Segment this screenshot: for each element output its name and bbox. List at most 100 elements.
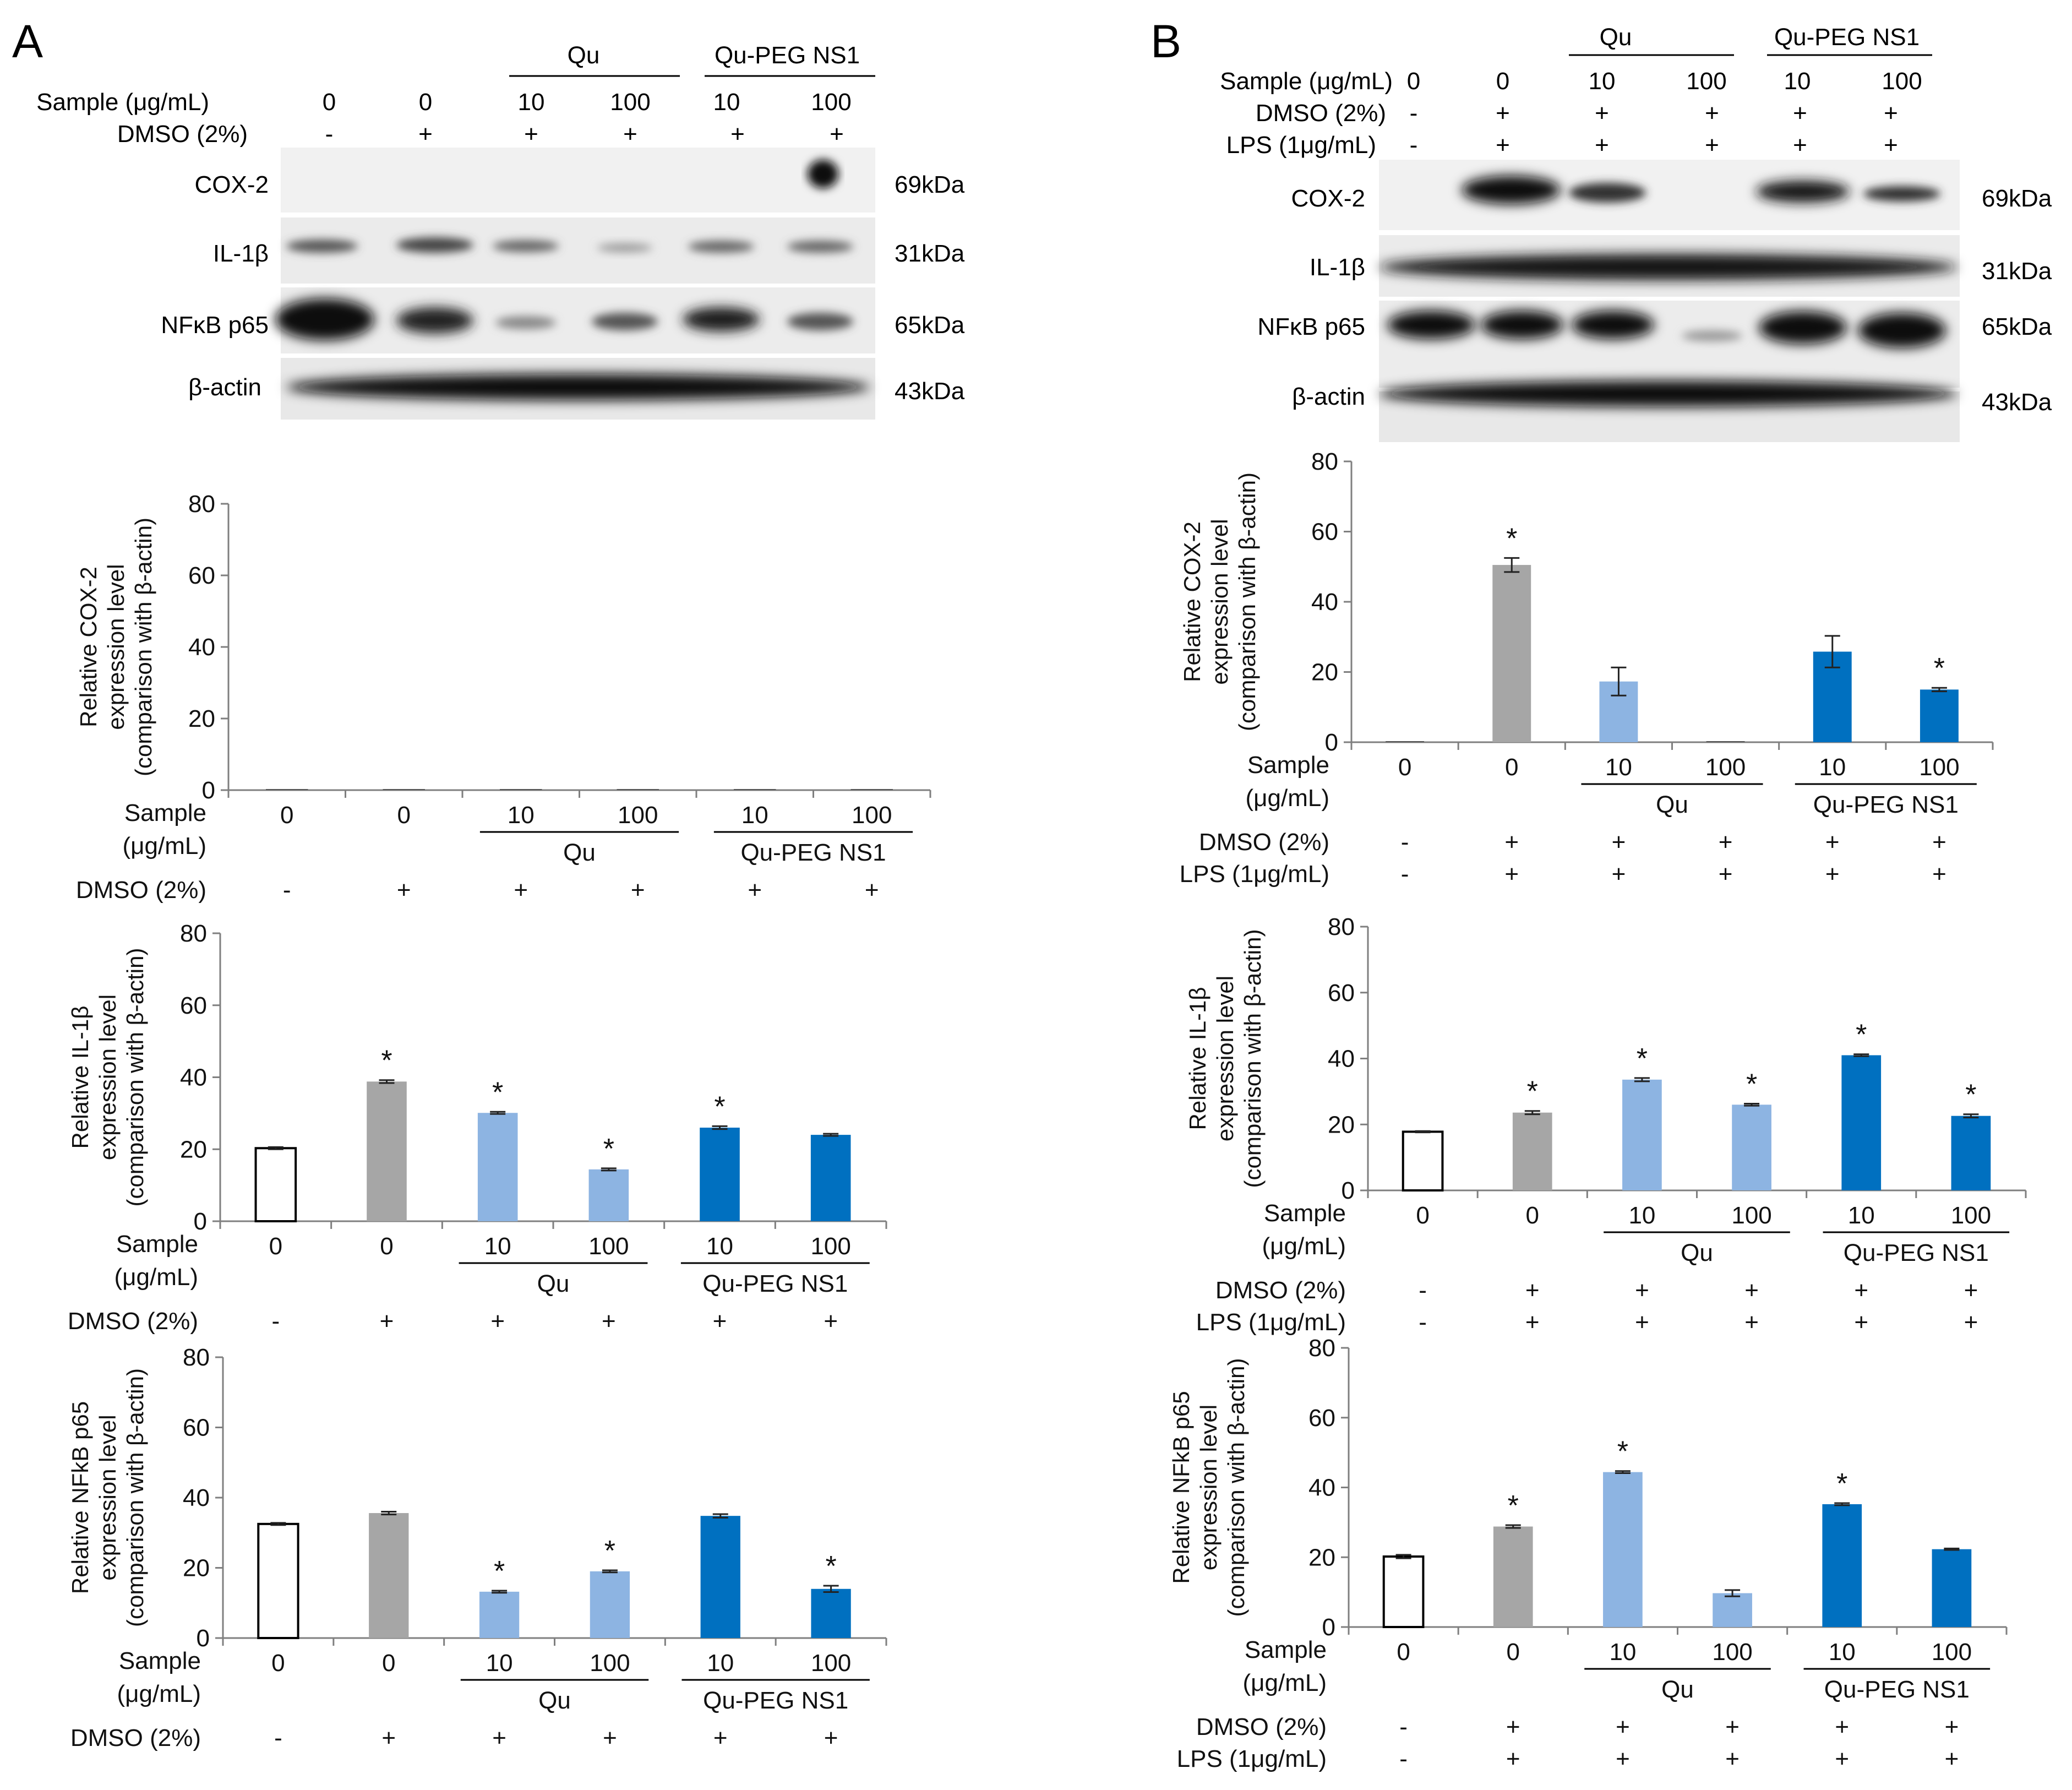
lps-value: +: [1616, 1745, 1630, 1772]
y-axis-label: (comparison with β-actin): [1223, 1358, 1249, 1617]
dmso-value: +: [1496, 100, 1510, 127]
dmso-value: +: [730, 121, 745, 148]
y-tick-label: 0: [1342, 1177, 1355, 1204]
category-label: 0: [1505, 754, 1518, 781]
lps-row-label: LPS (1μg/mL): [1226, 132, 1376, 159]
dmso-value: -: [325, 121, 334, 148]
y-tick-label: 0: [1322, 1614, 1335, 1641]
blot-band: [592, 313, 658, 330]
category-label: 10: [707, 1650, 734, 1677]
y-tick-label: 20: [183, 1555, 210, 1582]
row-label-lps: LPS (1μg/mL): [1196, 1309, 1346, 1336]
y-tick-label: 0: [197, 1625, 210, 1652]
bar: [1603, 1472, 1643, 1627]
blot-label-cox2: COX-2: [195, 171, 269, 198]
category-label: 100: [852, 802, 892, 829]
blot-band: [1756, 181, 1850, 203]
row-label-sample: Sample: [116, 1231, 198, 1258]
bar: [811, 1588, 851, 1638]
blot-strips-b: COX-2 69kDa IL-1β 31kDa NFκB p65 65kDa β…: [1257, 160, 2052, 442]
dmso-value: +: [713, 1308, 727, 1335]
blot-kda-il1b: 31kDa: [1982, 258, 2052, 285]
blot-strips-a: COX-2 69kDa IL-1β 31kDa NFκB p65 65kDa β…: [161, 148, 965, 420]
row-label-dmso: DMSO (2%): [1196, 1713, 1327, 1740]
category-label: 100: [811, 1650, 851, 1677]
sample-value: 10: [518, 89, 545, 116]
blot-label-nfkb: NFκB p65: [1257, 313, 1365, 340]
dmso-value: +: [1635, 1277, 1649, 1304]
significance-star: *: [1506, 523, 1517, 554]
y-axis-label: Relative COX-2: [75, 567, 101, 727]
blot-kda-actin: 43kDa: [1982, 389, 2052, 416]
row-label-lps: LPS (1μg/mL): [1177, 1745, 1327, 1772]
dmso-value: +: [824, 1308, 838, 1335]
dmso-value: +: [1725, 1713, 1740, 1740]
dmso-value: +: [1506, 1713, 1520, 1740]
category-label: 0: [1397, 1639, 1410, 1666]
dmso-value: +: [380, 1308, 394, 1335]
lps-value: +: [1932, 861, 1946, 888]
y-axis-label: Relative NFkB p65: [67, 1401, 93, 1594]
bar: [1402, 1130, 1444, 1192]
dmso-value: +: [1835, 1713, 1849, 1740]
significance-star: *: [604, 1535, 615, 1567]
chart-b-1: 0 20 40 60 80 * * Relative COX-2 expression leve…: [1179, 448, 1994, 888]
lps-value: +: [1964, 1309, 1978, 1336]
blot-kda-nfkb: 65kDa: [1982, 313, 2052, 340]
group-label-qu: Qu: [1661, 1676, 1694, 1703]
blot-kda-il1b: 31kDa: [895, 240, 965, 267]
category-label: 0: [271, 1650, 285, 1677]
category-label: 100: [618, 802, 658, 829]
group-label-qu: Qu: [538, 1687, 571, 1714]
bar: [477, 1113, 518, 1221]
dmso-value: +: [1825, 829, 1840, 856]
y-tick-label: 40: [1311, 589, 1338, 616]
sample-value: 10: [713, 89, 740, 116]
lps-value: +: [1825, 861, 1840, 888]
chart-a-3: 0 20 40 60 80 * * * Relative NFkB p65 expression …: [67, 1344, 887, 1751]
dmso-value: +: [492, 1724, 506, 1751]
row-label-unit: (μg/mL): [1246, 785, 1329, 812]
blot-label-actin: β-actin: [188, 374, 261, 401]
lps-value: +: [1725, 1745, 1740, 1772]
lps-value: +: [1705, 132, 1719, 159]
y-axis-label: (comparison with β-actin): [122, 1368, 148, 1627]
significance-star: *: [494, 1555, 505, 1587]
y-tick-label: 80: [1328, 913, 1355, 940]
row-label-unit: (μg/mL): [1262, 1233, 1346, 1260]
dmso-value: +: [1504, 829, 1519, 856]
lps-value: +: [1612, 861, 1626, 888]
bar: [1732, 1105, 1771, 1190]
category-label: 10: [1819, 754, 1846, 781]
bar: [1382, 1555, 1425, 1628]
y-axis-label: (comparison with β-actin): [1234, 472, 1260, 731]
group-label-peg: Qu-PEG NS1: [1824, 1676, 1970, 1703]
blot-strip-nfkb: [1379, 301, 1960, 388]
group-label-qu: Qu: [537, 1270, 570, 1297]
sample-value: 100: [1882, 68, 1922, 95]
blot-kda-cox2: 69kDa: [1982, 185, 2052, 212]
dmso-value: +: [1525, 1277, 1540, 1304]
row-label-dmso: DMSO (2%): [68, 1308, 198, 1335]
dmso-value: -: [274, 1724, 282, 1751]
group-label-qu: Qu: [1600, 24, 1632, 51]
category-label: 10: [706, 1233, 733, 1260]
panel-letter-b: B: [1150, 15, 1181, 67]
category-label: 0: [382, 1650, 395, 1677]
sample-row-label: Sample (μg/mL): [36, 89, 209, 116]
dmso-value: +: [1744, 1277, 1759, 1304]
blot-band: [597, 243, 652, 252]
category-label: 10: [508, 802, 535, 829]
sample-row-label: Sample (μg/mL): [1220, 68, 1393, 95]
lps-value: +: [1854, 1309, 1868, 1336]
lps-value: +: [1793, 132, 1807, 159]
blot-band: [1387, 311, 1475, 339]
category-label: 100: [1951, 1202, 1991, 1229]
sample-value: 10: [1784, 68, 1811, 95]
blot-band: [493, 240, 559, 252]
y-axis-label: Relative NFkB p65: [1168, 1391, 1194, 1584]
blot-label-nfkb: NFκB p65: [161, 312, 269, 339]
y-tick-label: 20: [188, 705, 215, 732]
lps-value: +: [1525, 1309, 1540, 1336]
